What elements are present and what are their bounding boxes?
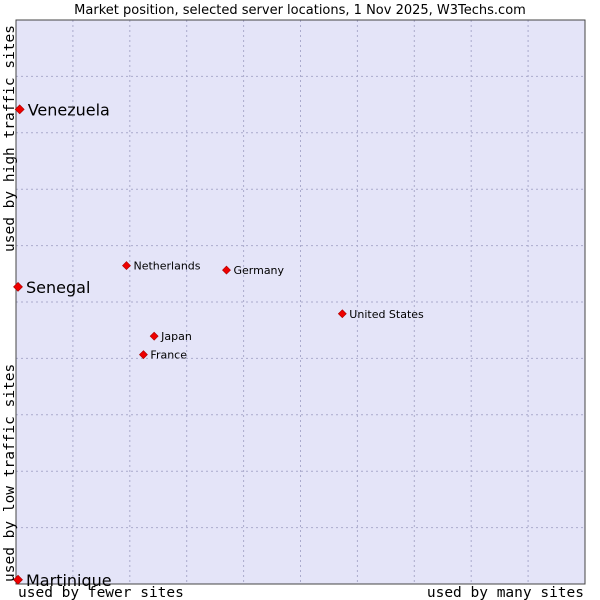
data-label-venezuela: Venezuela bbox=[28, 100, 110, 119]
grid-lines bbox=[16, 20, 585, 584]
data-label-japan: Japan bbox=[160, 330, 192, 343]
data-label-martinique: Martinique bbox=[26, 571, 112, 590]
x-axis-label-left: used by fewer sites bbox=[18, 585, 184, 600]
data-point-germany bbox=[222, 265, 231, 275]
x-axis-label-right: used by many sites bbox=[427, 585, 584, 600]
data-label-germany: Germany bbox=[233, 264, 284, 277]
chart-title: Market position, selected server locatio… bbox=[74, 3, 526, 18]
data-label-netherlands: Netherlands bbox=[133, 260, 200, 273]
data-point-japan bbox=[149, 331, 159, 341]
y-axis-label-top: used by high traffic sites bbox=[2, 25, 18, 252]
data-points: Venezuela Senegal Netherlands Germany United… bbox=[13, 100, 424, 590]
data-point-united-states bbox=[337, 309, 347, 319]
y-axis-label-bottom: used by low traffic sites bbox=[2, 364, 18, 582]
data-label-france: France bbox=[150, 349, 187, 362]
plot-border bbox=[15, 19, 586, 585]
data-point-france bbox=[139, 350, 148, 360]
data-label-united-states: United States bbox=[349, 308, 424, 321]
data-point-venezuela bbox=[14, 104, 25, 115]
data-label-senegal: Senegal bbox=[26, 278, 90, 297]
data-point-senegal bbox=[13, 281, 23, 292]
data-point-netherlands bbox=[122, 261, 131, 271]
data-point-martinique bbox=[13, 574, 23, 585]
